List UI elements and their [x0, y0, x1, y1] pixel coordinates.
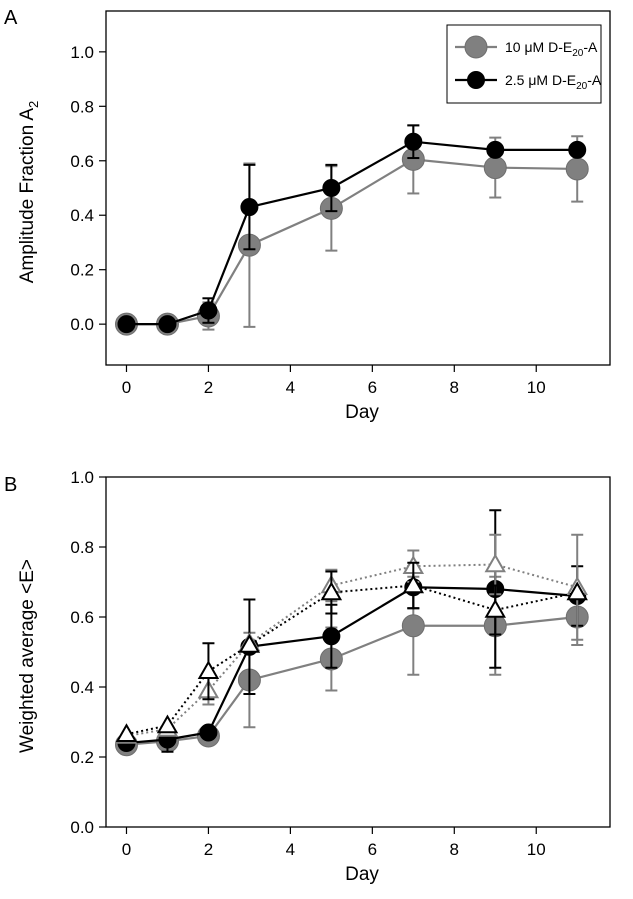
- series-3: [115, 561, 588, 742]
- series-line: [126, 615, 578, 746]
- y-tick-label: 0.4: [70, 678, 94, 697]
- series-line: [126, 140, 578, 326]
- y-tick-label: 0.8: [70, 538, 94, 557]
- x-axis-label: Day: [345, 402, 379, 423]
- y-tick-label: 0.8: [70, 97, 94, 116]
- x-axis-label: Day: [345, 864, 379, 885]
- legend-marker: [464, 35, 488, 59]
- data-point: [565, 157, 589, 181]
- y-axis-label-text: Amplitude Fraction A: [17, 108, 38, 284]
- y-tick-label: 0.6: [70, 608, 94, 627]
- series-line: [126, 158, 578, 326]
- data-point: [199, 301, 218, 320]
- data-point: [117, 315, 136, 334]
- x-tick-label: 2: [204, 378, 213, 397]
- panel-label-B: B: [4, 474, 17, 496]
- legend-label: 10 μM D-E20-A: [505, 39, 598, 59]
- x-tick-label: 6: [368, 840, 377, 859]
- series-line: [126, 563, 578, 737]
- y-tick-label: 0.4: [70, 206, 94, 225]
- legend-label: 2.5 μM D-E20-A: [505, 72, 602, 92]
- x-tick-label: 0: [122, 840, 131, 859]
- legend-label-text: 2.5 μM D-E: [505, 72, 576, 88]
- data-point: [320, 581, 343, 601]
- x-tick-label: 4: [286, 378, 295, 397]
- series-line: [126, 586, 578, 745]
- data-point: [115, 723, 138, 742]
- series-0: [114, 575, 589, 757]
- data-point: [404, 132, 423, 151]
- y-tick-label: 0.2: [70, 261, 94, 280]
- data-point: [322, 627, 341, 646]
- y-tick-label: 0.2: [70, 748, 94, 767]
- data-point: [197, 660, 220, 679]
- x-tick-label: 4: [286, 840, 295, 859]
- series-1: [117, 124, 587, 334]
- data-point: [322, 179, 341, 197]
- data-point: [484, 553, 506, 573]
- x-tick-label: 10: [527, 378, 546, 397]
- series-1: [117, 509, 587, 753]
- series-2: [115, 533, 588, 744]
- x-tick-label: 0: [122, 378, 131, 397]
- legend-label-text: -A: [583, 39, 598, 55]
- data-point: [486, 140, 505, 159]
- y-axis-label-subscript: 2: [26, 101, 41, 108]
- y-axis-label: Amplitude Fraction A2: [17, 101, 41, 284]
- y-tick-label: 1.0: [70, 468, 94, 487]
- data-point: [566, 581, 588, 601]
- data-point: [158, 315, 177, 334]
- series-0: [114, 124, 589, 336]
- data-point: [199, 723, 218, 742]
- plot-frame: [105, 476, 611, 828]
- x-tick-label: 6: [368, 378, 377, 397]
- legend-label-text: -A: [587, 72, 602, 88]
- y-tick-label: 0.6: [70, 152, 94, 171]
- data-point: [568, 140, 587, 159]
- x-tick-label: 8: [450, 378, 459, 397]
- panel-label-A: A: [4, 7, 18, 29]
- data-point: [238, 633, 261, 653]
- y-tick-label: 0.0: [70, 315, 94, 334]
- series-line: [126, 584, 578, 736]
- data-point: [484, 598, 506, 618]
- legend-label-subscript: 20: [576, 81, 588, 92]
- data-point: [401, 614, 425, 638]
- y-tick-label: 1.0: [70, 43, 94, 62]
- y-axis-label: Weighted average <E>: [17, 559, 38, 753]
- data-point: [156, 714, 179, 734]
- data-point: [240, 198, 259, 217]
- x-tick-label: 10: [527, 840, 546, 859]
- data-point: [402, 574, 425, 594]
- legend-label-subscript: 20: [572, 48, 584, 59]
- data-point: [483, 156, 507, 180]
- x-tick-label: 8: [450, 840, 459, 859]
- plot-frame: [105, 10, 611, 366]
- x-tick-label: 2: [204, 840, 213, 859]
- legend-label-text: 10 μM D-E: [505, 39, 572, 55]
- legend-marker: [467, 71, 485, 89]
- y-tick-label: 0.0: [70, 818, 94, 837]
- y-axis-label-text: Weighted average <E>: [17, 559, 38, 753]
